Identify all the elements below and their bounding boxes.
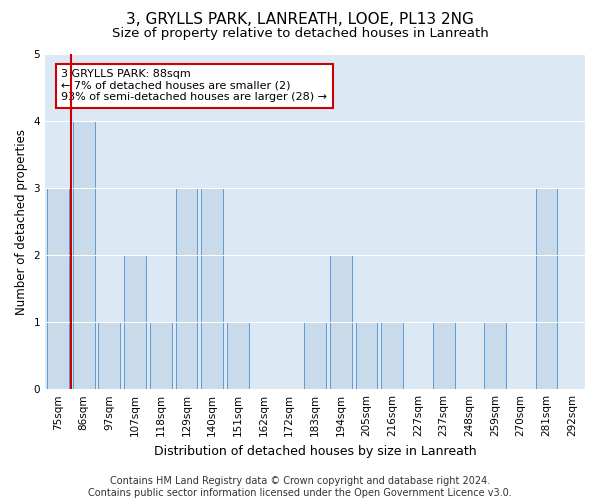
Bar — [150, 322, 172, 389]
Bar — [73, 121, 95, 389]
Bar — [536, 188, 557, 389]
Bar — [330, 255, 352, 389]
Text: Contains HM Land Registry data © Crown copyright and database right 2024.
Contai: Contains HM Land Registry data © Crown c… — [88, 476, 512, 498]
Bar — [98, 322, 120, 389]
Bar — [484, 322, 506, 389]
Bar — [227, 322, 249, 389]
X-axis label: Distribution of detached houses by size in Lanreath: Distribution of detached houses by size … — [154, 444, 476, 458]
Text: Size of property relative to detached houses in Lanreath: Size of property relative to detached ho… — [112, 28, 488, 40]
Text: 3 GRYLLS PARK: 88sqm
← 7% of detached houses are smaller (2)
93% of semi-detache: 3 GRYLLS PARK: 88sqm ← 7% of detached ho… — [61, 69, 327, 102]
Bar — [356, 322, 377, 389]
Bar — [304, 322, 326, 389]
Bar — [124, 255, 146, 389]
Bar — [176, 188, 197, 389]
Y-axis label: Number of detached properties: Number of detached properties — [15, 128, 28, 314]
Bar — [381, 322, 403, 389]
Bar — [201, 188, 223, 389]
Bar — [433, 322, 455, 389]
Text: 3, GRYLLS PARK, LANREATH, LOOE, PL13 2NG: 3, GRYLLS PARK, LANREATH, LOOE, PL13 2NG — [126, 12, 474, 28]
Bar — [47, 188, 69, 389]
